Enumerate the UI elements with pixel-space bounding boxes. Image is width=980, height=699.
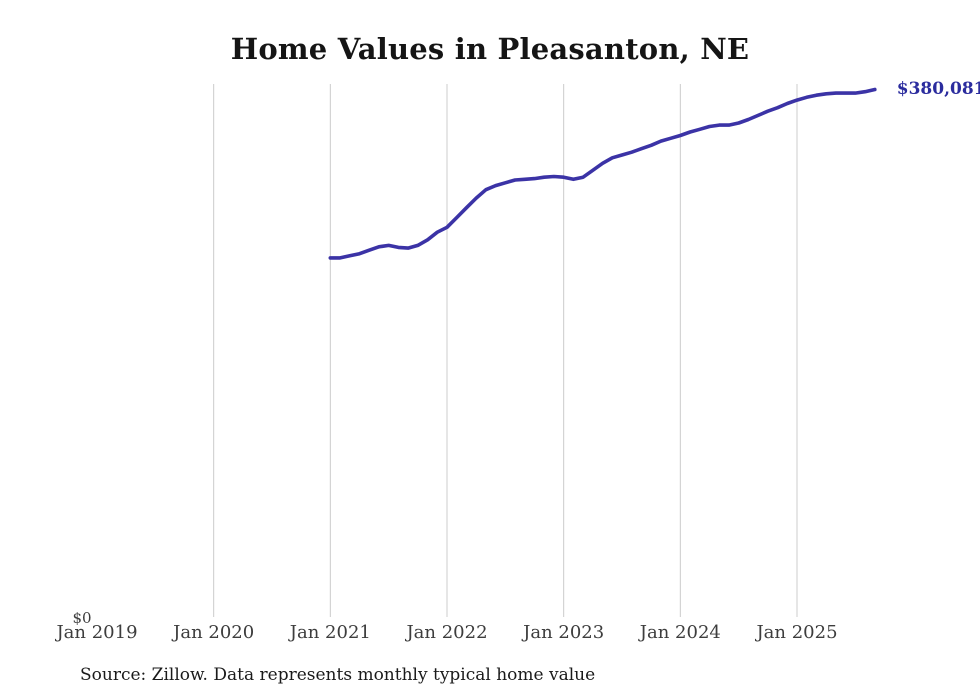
source-note: Source: Zillow. Data represents monthly …: [80, 665, 596, 685]
chart-title: Home Values in Pleasanton, NE: [230, 32, 750, 66]
x-tick-jan-2022: Jan 2022: [406, 622, 488, 643]
series-end-value-label: $380,081: [896, 78, 980, 99]
x-tick-jan-2025: Jan 2025: [756, 622, 838, 643]
y-axis-zero-label: $0: [72, 609, 92, 627]
x-tick-jan-2024: Jan 2024: [639, 622, 721, 643]
x-tick-jan-2019: Jan 2019: [56, 622, 138, 643]
x-tick-jan-2023: Jan 2023: [523, 622, 605, 643]
x-tick-jan-2021: Jan 2021: [289, 622, 371, 643]
x-tick-jan-2020: Jan 2020: [173, 622, 255, 643]
home-value-series-line: [328, 87, 877, 260]
